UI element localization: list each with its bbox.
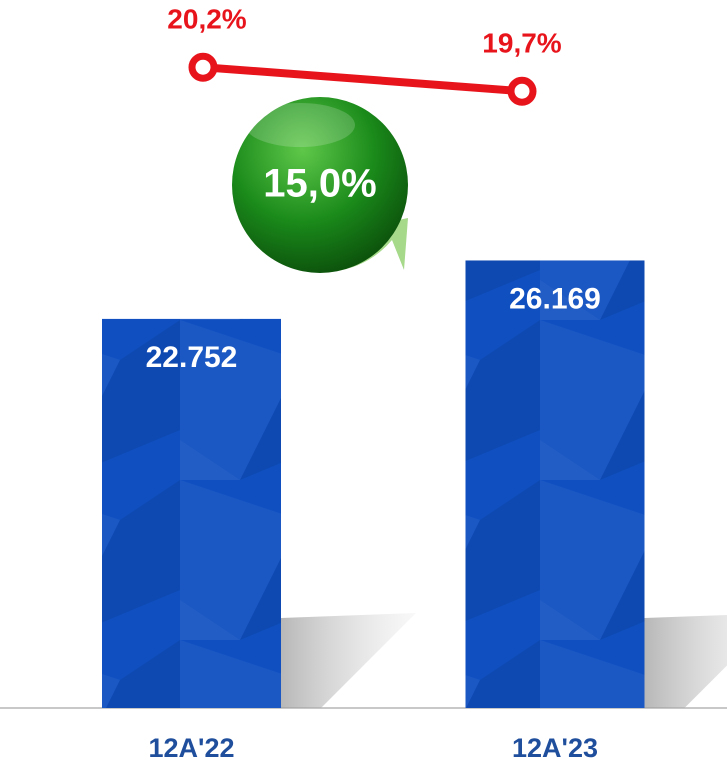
badge-shine [245, 103, 355, 147]
bar-value-label: 26.169 [509, 282, 601, 315]
line [202, 63, 523, 96]
line-value-label: 19,7% [482, 28, 561, 59]
bar-value-label: 22.752 [146, 341, 238, 374]
growth-label: 15,0% [263, 162, 376, 206]
x-tick-label: 12A'23 [512, 733, 598, 763]
badge-circle [232, 97, 408, 273]
bar-texture [465, 260, 645, 708]
growth-badge: 15,0% [232, 97, 408, 273]
bar-shadow [281, 613, 416, 708]
line-marker [507, 76, 537, 106]
line-marker [188, 52, 218, 82]
bar-shadow [644, 614, 727, 708]
x-tick-label: 12A'22 [149, 733, 235, 763]
bar-texture [102, 318, 281, 708]
line-value-label: 20,2% [167, 4, 246, 35]
